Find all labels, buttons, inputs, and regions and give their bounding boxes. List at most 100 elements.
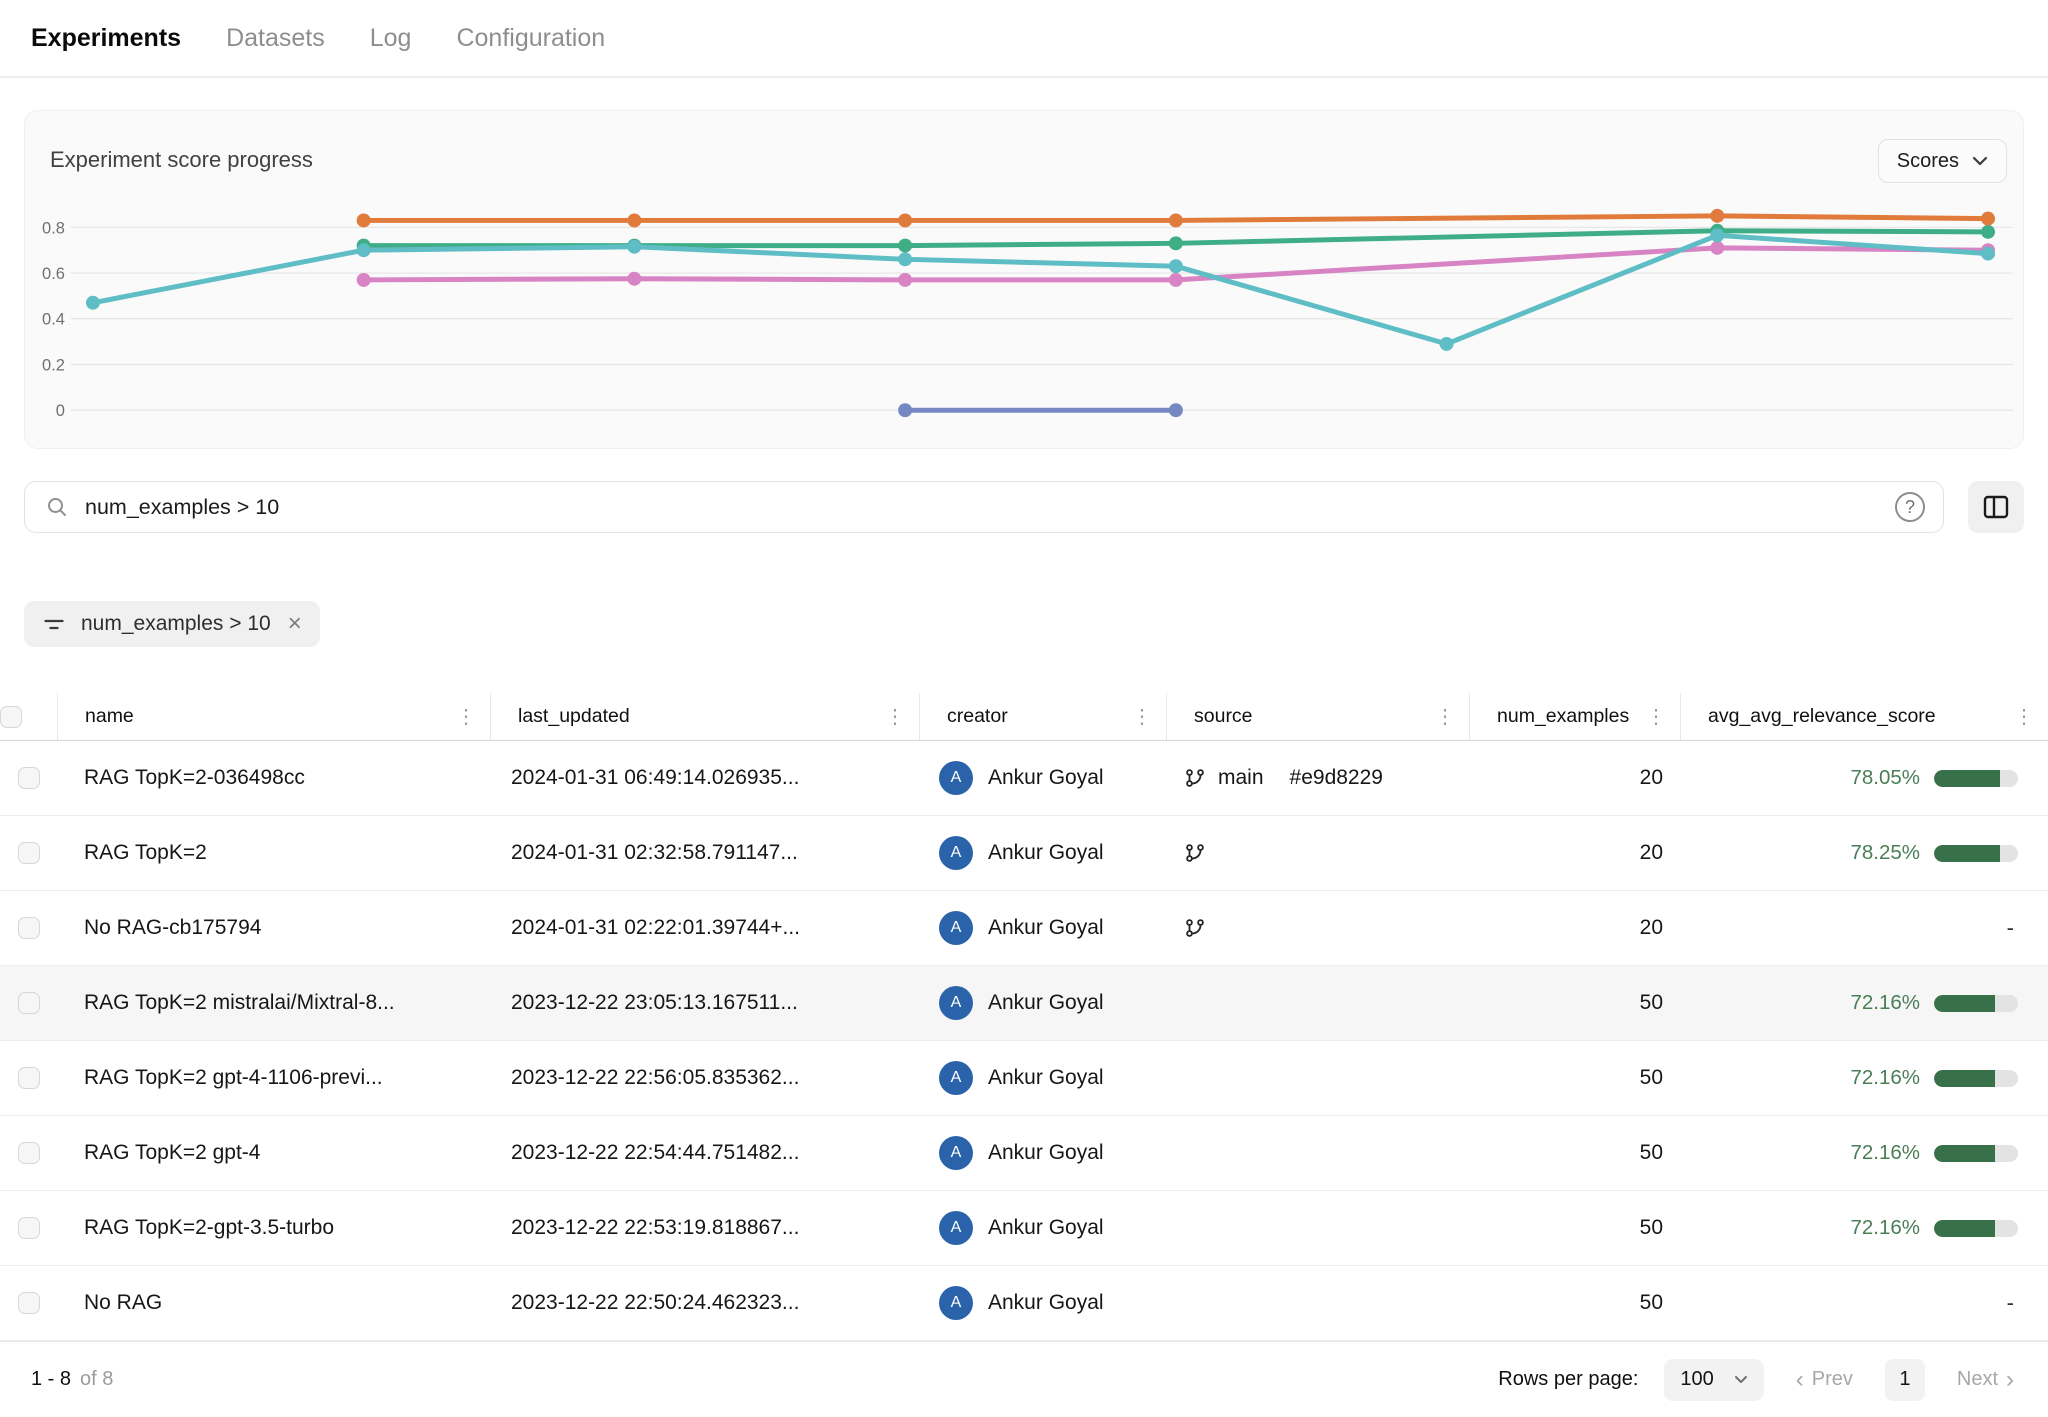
row-checkbox[interactable] [17, 842, 40, 864]
tab-datasets[interactable]: Datasets [226, 23, 325, 52]
score-bar [1934, 769, 2018, 787]
experiment-name-cell: RAG TopK=2-gpt-3.5-turbo [84, 1216, 335, 1239]
column-menu-icon[interactable]: ⋮ [885, 706, 905, 728]
orange-score-line [361, 213, 1991, 223]
score-percent: 78.05% [1850, 766, 1920, 789]
blue-score-line-point [898, 403, 913, 418]
current-page-button[interactable]: 1 [1884, 1358, 1925, 1401]
row-checkbox-cell [0, 1142, 57, 1164]
filter-icon [44, 619, 64, 630]
column-header-name[interactable]: name ⋮ [57, 693, 490, 740]
relevance-score-cell: 78.25% [1680, 841, 2048, 865]
experiment-name-cell: RAG TopK=2-036498cc [84, 766, 305, 789]
column-menu-icon[interactable]: ⋮ [2014, 706, 2034, 728]
green-score-line-point [898, 238, 913, 253]
blue-score-line-point [1168, 403, 1183, 418]
search-input[interactable] [83, 493, 1881, 521]
commit-hash: #e9d8229 [1289, 766, 1383, 789]
table-row[interactable]: No RAG 2023-12-22 22:50:24.462323... A Anku… [0, 1266, 2048, 1341]
empty-score-dash: - [2006, 1290, 2014, 1315]
column-header-score[interactable]: avg_avg_relevance_score ⋮ [1680, 693, 2048, 740]
relevance-score-cell: - [1680, 1290, 2048, 1316]
row-checkbox-cell [0, 1217, 57, 1239]
search-input-wrapper: ? [24, 481, 1944, 533]
avatar: A [939, 986, 973, 1020]
creator-name: Ankur Goyal [988, 1291, 1104, 1314]
column-header-last[interactable]: last_updated ⋮ [490, 693, 919, 740]
remove-filter-icon[interactable]: × [287, 610, 302, 637]
table-row[interactable]: RAG TopK=2 mistralai/Mixtral-8... 2023-12… [0, 966, 2048, 1041]
last-updated-cell: 2023-12-22 22:56:05.835362... [511, 1066, 800, 1089]
column-header-num[interactable]: num_examples ⋮ [1469, 693, 1680, 740]
active-filters-row: num_examples > 10 × [24, 601, 2024, 647]
row-checkbox[interactable] [17, 1142, 40, 1164]
table-row[interactable]: RAG TopK=2 gpt-4 2023-12-22 22:54:44.7514… [0, 1116, 2048, 1191]
experiment-name-cell: RAG TopK=2 gpt-4 [84, 1141, 261, 1164]
last-updated-cell: 2023-12-22 22:53:19.818867... [511, 1216, 800, 1239]
table-row[interactable]: RAG TopK=2-gpt-3.5-turbo 2023-12-22 22:53… [0, 1191, 2048, 1266]
rows-per-page-select[interactable]: 100 [1664, 1358, 1764, 1401]
y-axis-tick-label: 0.4 [42, 311, 65, 329]
table-row[interactable]: RAG TopK=2-036498cc 2024-01-31 06:49:14.0… [0, 741, 2048, 816]
num-examples-cell: 20 [1639, 841, 1663, 864]
score-bar [1934, 1219, 2018, 1237]
column-menu-icon[interactable]: ⋮ [456, 706, 476, 728]
column-header-source[interactable]: source ⋮ [1166, 693, 1469, 740]
row-checkbox[interactable] [17, 1067, 40, 1089]
last-updated-cell: 2023-12-22 22:50:24.462323... [511, 1291, 800, 1314]
score-bar-fill [1934, 844, 2000, 862]
row-checkbox-cell [0, 842, 57, 864]
experiment-name-cell: No RAG [84, 1291, 163, 1314]
avatar: A [939, 1211, 973, 1245]
next-page-button[interactable]: Next › [1951, 1367, 2020, 1393]
scores-dropdown[interactable]: Scores [1877, 139, 2007, 183]
next-page-label: Next [1956, 1368, 1998, 1390]
row-checkbox[interactable] [17, 917, 40, 939]
relevance-score-cell: 72.16% [1680, 991, 2048, 1015]
chevron-down-icon [1734, 1376, 1747, 1383]
table-row[interactable]: RAG TopK=2 2024-01-31 02:32:58.791147... A… [0, 816, 2048, 891]
y-axis-tick-label: 0.2 [42, 356, 65, 374]
row-checkbox[interactable] [17, 1217, 40, 1239]
table-row[interactable]: RAG TopK=2 gpt-4-1106-previ... 2023-12-22… [0, 1041, 2048, 1116]
row-checkbox[interactable] [17, 992, 40, 1014]
table-body: RAG TopK=2-036498cc 2024-01-31 06:49:14.0… [0, 741, 2048, 1341]
row-checkbox[interactable] [17, 767, 40, 789]
git-branch-icon [1186, 919, 1204, 937]
branch-name: main [1218, 766, 1264, 789]
chevron-down-icon [1972, 156, 1988, 166]
source-cell [1166, 842, 1469, 864]
table-row[interactable]: No RAG-cb175794 2024-01-31 02:22:01.39744… [0, 891, 2048, 966]
pink-score-line-point [627, 271, 642, 286]
creator-name: Ankur Goyal [988, 1216, 1104, 1239]
toggle-side-panel-button[interactable] [1968, 481, 2024, 533]
tab-log[interactable]: Log [369, 23, 412, 52]
filter-chip[interactable]: num_examples > 10 × [24, 601, 320, 647]
orange-score-line-point [1710, 208, 1725, 223]
tab-experiments[interactable]: Experiments [31, 23, 182, 52]
creator-cell: A Ankur Goyal [919, 1211, 1166, 1245]
avatar: A [939, 1286, 973, 1320]
score-bar-fill [1934, 1069, 1995, 1087]
row-checkbox-cell [0, 917, 57, 939]
prev-page-button[interactable]: ‹ Prev [1790, 1367, 1859, 1393]
row-checkbox[interactable] [17, 1292, 40, 1314]
score-bar [1934, 1069, 2018, 1087]
last-updated-cell: 2024-01-31 02:22:01.39744+... [511, 916, 800, 939]
help-icon[interactable]: ? [1895, 492, 1925, 522]
creator-cell: A Ankur Goyal [919, 761, 1166, 795]
column-menu-icon[interactable]: ⋮ [1435, 706, 1455, 728]
creator-name: Ankur Goyal [988, 991, 1104, 1014]
num-examples-cell: 50 [1639, 1066, 1663, 1089]
column-menu-icon[interactable]: ⋮ [1646, 706, 1666, 728]
column-header-label: creator [947, 705, 1008, 727]
creator-cell: A Ankur Goyal [919, 836, 1166, 870]
empty-score-dash: - [2006, 915, 2014, 940]
column-menu-icon[interactable]: ⋮ [1132, 706, 1152, 728]
select-all-checkbox[interactable] [0, 705, 22, 728]
tab-configuration[interactable]: Configuration [456, 23, 606, 52]
column-header-creator[interactable]: creator ⋮ [919, 693, 1166, 740]
search-icon [48, 498, 66, 516]
row-checkbox-cell [0, 767, 57, 789]
num-examples-cell: 50 [1639, 1291, 1663, 1314]
